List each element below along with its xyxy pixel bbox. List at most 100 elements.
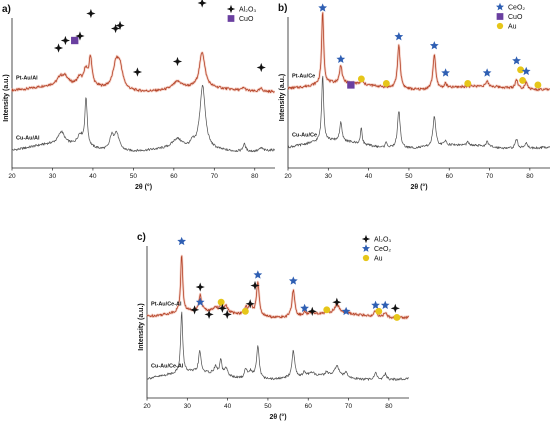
four-point-star-icon bbox=[250, 280, 260, 291]
four-point-star-icon bbox=[332, 297, 342, 307]
four-point-star-icon bbox=[245, 299, 255, 309]
four-point-star-icon bbox=[307, 306, 317, 316]
star-icon bbox=[288, 276, 298, 285]
y-axis-title: Intensity (a.u.) bbox=[138, 303, 145, 350]
x-tick-label: 30 bbox=[184, 403, 192, 410]
legend-label: Al₂O₃ bbox=[239, 7, 256, 14]
x-tick-label: 20 bbox=[284, 173, 292, 180]
x-tick-label: 60 bbox=[170, 173, 178, 180]
x-axis-title: 2θ (°) bbox=[410, 183, 427, 191]
x-tick-label: 80 bbox=[251, 173, 259, 180]
four-point-star-icon bbox=[204, 309, 214, 319]
series-label: Cu-Au/Ce bbox=[292, 132, 317, 138]
star-icon bbox=[336, 54, 346, 63]
series-label: Pt-Au/Ce bbox=[292, 73, 315, 79]
four-point-star-icon bbox=[197, 0, 207, 8]
legend-circle-icon bbox=[362, 254, 370, 262]
star-icon bbox=[253, 270, 263, 279]
x-tick-label: 60 bbox=[446, 173, 454, 180]
star-icon bbox=[441, 68, 450, 77]
circle-icon bbox=[382, 79, 390, 87]
star-icon bbox=[300, 303, 309, 313]
x-tick-label: 40 bbox=[224, 403, 232, 410]
four-point-star-icon bbox=[222, 309, 232, 319]
series-halo bbox=[146, 254, 410, 320]
y-axis-title: Intensity (a.u.) bbox=[3, 74, 10, 121]
legend-label: CeO₂ bbox=[508, 5, 525, 12]
x-tick-label: 40 bbox=[89, 173, 97, 180]
series-label: Cu-Au/Ce-Al bbox=[151, 364, 184, 370]
four-point-star-icon bbox=[132, 67, 143, 77]
series-halo bbox=[10, 51, 276, 94]
circle-icon bbox=[393, 313, 401, 321]
star-icon bbox=[429, 41, 439, 50]
chart-panel-0: 20 30 40 50 60 70 80 2θ (°) Intensity (a.u.) a) Pt… bbox=[2, 0, 276, 191]
legend-label: Au bbox=[374, 256, 383, 263]
legend-label: CeO₂ bbox=[374, 246, 391, 253]
circle-icon bbox=[534, 81, 542, 89]
x-tick-label: 20 bbox=[8, 173, 16, 180]
square-icon bbox=[71, 36, 79, 45]
x-tick-label: 80 bbox=[385, 403, 393, 410]
star-icon bbox=[177, 236, 187, 246]
star-icon bbox=[195, 297, 205, 306]
star-icon bbox=[341, 306, 351, 316]
circle-icon bbox=[375, 307, 383, 315]
four-point-star-icon bbox=[390, 303, 400, 313]
four-point-star-icon bbox=[60, 35, 71, 46]
series-label: Pt-Au/Ce-Al bbox=[151, 301, 182, 307]
four-point-star-icon bbox=[75, 31, 85, 41]
chart-panel-2: 20 30 40 50 60 70 80 2θ (°) Intensity (a.u.) c) Pt… bbox=[137, 232, 410, 421]
series-line-Pt-Au/Ce-Al bbox=[146, 255, 409, 320]
x-tick-label: 20 bbox=[143, 403, 151, 410]
star-icon bbox=[482, 68, 492, 77]
four-point-star-icon bbox=[110, 23, 121, 34]
four-point-star-icon bbox=[256, 62, 266, 73]
legend-label: CuO bbox=[239, 16, 254, 23]
series-label: Cu-Au/Al bbox=[16, 136, 40, 142]
circle-icon bbox=[323, 306, 331, 314]
legend-four-point-star-icon bbox=[361, 234, 371, 244]
x-tick-label: 50 bbox=[264, 403, 272, 410]
legend-label: Au bbox=[508, 24, 517, 31]
star-icon bbox=[521, 66, 531, 76]
x-tick-label: 60 bbox=[305, 403, 313, 410]
four-point-star-icon bbox=[189, 305, 200, 315]
four-point-star-icon bbox=[86, 8, 96, 19]
panel-letter: b) bbox=[278, 3, 287, 14]
series-line-Pt-Au/Ce bbox=[287, 12, 550, 92]
star-icon bbox=[318, 3, 328, 12]
x-tick-label: 30 bbox=[49, 173, 57, 180]
x-tick-label: 30 bbox=[325, 173, 333, 180]
circle-icon bbox=[519, 76, 527, 84]
four-point-star-icon bbox=[217, 303, 227, 313]
series-label: Pt-Au/Al bbox=[16, 76, 38, 82]
circle-icon bbox=[357, 75, 365, 83]
square-icon bbox=[347, 81, 355, 89]
legend-label: CuO bbox=[508, 14, 523, 21]
four-point-star-icon bbox=[172, 56, 183, 67]
circle-icon bbox=[217, 298, 225, 306]
chart-panel-1: 20 30 40 50 60 70 80 2θ (°) Intensity (a.u.) b) Pt… bbox=[278, 2, 550, 191]
legend-square-icon bbox=[227, 15, 235, 22]
series-line-Cu-Au/Al bbox=[11, 84, 276, 153]
legend-square-icon bbox=[496, 13, 504, 20]
x-tick-label: 50 bbox=[130, 173, 138, 180]
legend-star-icon bbox=[496, 2, 504, 11]
legend-label: Al₂O₃ bbox=[374, 237, 391, 244]
legend-four-point-star-icon bbox=[226, 4, 236, 14]
series-line-Cu-Au/Ce bbox=[287, 75, 550, 150]
four-point-star-icon bbox=[195, 282, 205, 292]
x-tick-label: 40 bbox=[365, 173, 373, 180]
x-tick-label: 70 bbox=[345, 403, 353, 410]
four-point-star-icon bbox=[115, 20, 125, 31]
circle-icon bbox=[517, 66, 525, 74]
star-icon bbox=[394, 32, 404, 41]
four-point-star-icon bbox=[53, 43, 64, 53]
star-icon bbox=[512, 56, 521, 65]
legend-star-icon bbox=[362, 244, 370, 252]
series-line-Pt-Au/Al bbox=[11, 52, 275, 93]
x-tick-label: 50 bbox=[405, 173, 413, 180]
series-line-Cu-Au/Ce-Al bbox=[146, 311, 409, 381]
